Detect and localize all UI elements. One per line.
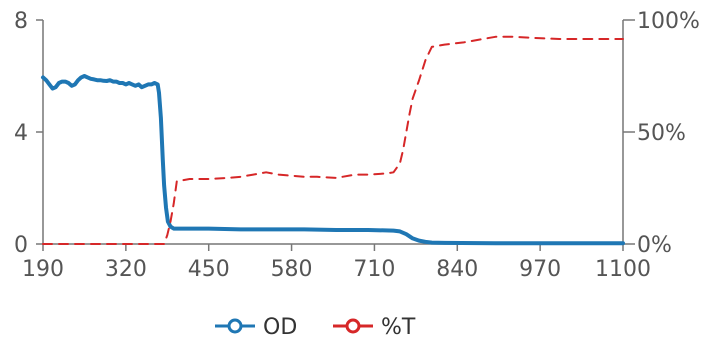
series-line-transmittance <box>42 35 624 245</box>
x-tick-label: 580 <box>271 257 313 282</box>
x-tick-label: 450 <box>188 257 230 282</box>
x-tick-label: 320 <box>105 257 147 282</box>
series-lines <box>41 35 625 246</box>
legend-label: OD <box>263 315 297 340</box>
y-left-tick-label: 4 <box>14 121 28 146</box>
x-tick-label: 190 <box>22 257 64 282</box>
y-left-tick-label: 0 <box>14 233 28 258</box>
y-right-tick-label: 50% <box>637 121 686 146</box>
x-tick-label: 1100 <box>595 257 651 282</box>
legend-circle-marker <box>345 318 361 334</box>
y-right-tick-label: 0% <box>637 233 672 258</box>
legend-item[interactable]: OD <box>215 315 297 340</box>
x-tick-label: 840 <box>436 257 478 282</box>
y-left-tick-label: 8 <box>14 9 28 34</box>
x-tick-label: 970 <box>519 257 561 282</box>
y-right-tick-label: 100% <box>637 9 700 34</box>
axes: 190 320 450 580 710 840 970 1100 0 4 8 0% 50% 100% <box>14 9 700 282</box>
legend-label: %T <box>381 315 416 340</box>
legend-circle-marker <box>227 318 243 334</box>
legend: OD %T <box>215 315 416 340</box>
series-line-optical-density <box>41 74 625 246</box>
x-tick-label: 710 <box>353 257 395 282</box>
legend-item[interactable]: %T <box>333 315 416 340</box>
